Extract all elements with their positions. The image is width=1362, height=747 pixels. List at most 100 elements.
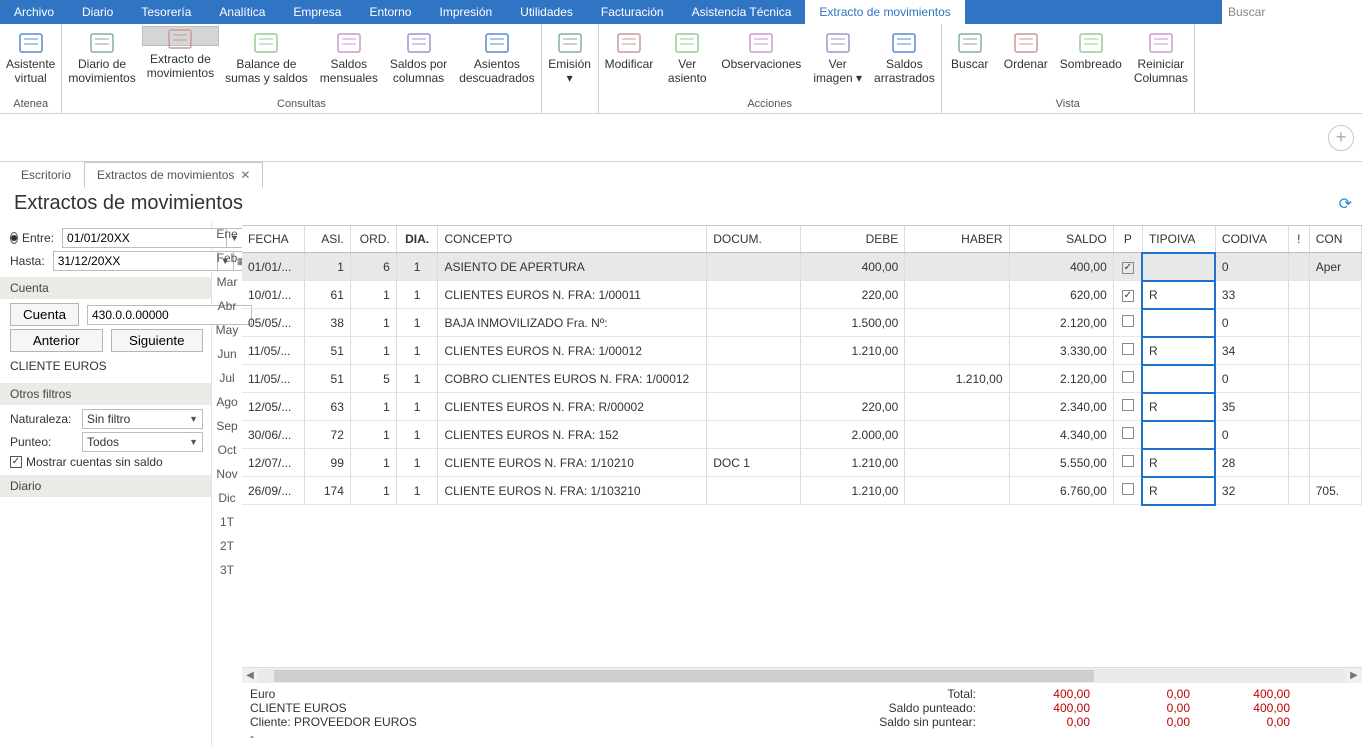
punteo-checkbox[interactable] xyxy=(1122,399,1134,411)
table-row[interactable]: 10/01/...6111CLIENTES EUROS N. FRA: 1/00… xyxy=(242,281,1362,309)
table-cell[interactable]: 1.500,00 xyxy=(801,309,905,337)
table-cell[interactable]: 1 xyxy=(350,309,396,337)
ribbon-button[interactable]: Buscar xyxy=(942,26,998,97)
table-cell[interactable]: 72 xyxy=(305,421,351,449)
table-cell[interactable]: 61 xyxy=(305,281,351,309)
menu-item[interactable]: Asistencia Técnica xyxy=(678,0,806,24)
table-cell[interactable]: R xyxy=(1142,281,1215,309)
table-cell[interactable]: 12/05/... xyxy=(242,393,305,421)
table-cell[interactable] xyxy=(1309,337,1361,365)
table-cell[interactable]: 1 xyxy=(305,253,351,281)
table-cell[interactable]: 4.340,00 xyxy=(1009,421,1113,449)
ribbon-button[interactable]: Emisión▾ xyxy=(542,26,598,109)
table-cell[interactable]: R xyxy=(1142,337,1215,365)
table-cell[interactable]: 38 xyxy=(305,309,351,337)
ribbon-button[interactable]: Observaciones xyxy=(715,26,807,97)
table-cell[interactable]: 1 xyxy=(396,281,438,309)
month-button[interactable]: Nov xyxy=(216,467,237,481)
siguiente-button[interactable]: Siguiente xyxy=(111,329,204,352)
table-cell[interactable] xyxy=(707,253,801,281)
ribbon-button[interactable]: Asistentevirtual xyxy=(0,26,61,97)
table-cell[interactable] xyxy=(1113,421,1142,449)
table-cell[interactable] xyxy=(1113,337,1142,365)
table-cell[interactable] xyxy=(1309,421,1361,449)
month-button[interactable]: Jul xyxy=(219,371,234,385)
table-cell[interactable]: 1 xyxy=(396,421,438,449)
column-header[interactable]: DIA. xyxy=(396,226,438,253)
month-button[interactable]: Sep xyxy=(216,419,237,433)
ribbon-button[interactable]: Verasiento xyxy=(659,26,715,97)
hasta-date-field[interactable] xyxy=(54,252,217,270)
close-icon[interactable]: ✕ xyxy=(240,168,250,182)
menu-item[interactable]: Analítica xyxy=(205,0,279,24)
scroll-right-icon[interactable]: ▶ xyxy=(1346,670,1362,681)
table-cell[interactable] xyxy=(905,337,1009,365)
ribbon-button[interactable]: Ordenar xyxy=(998,26,1054,97)
table-cell[interactable]: 51 xyxy=(305,365,351,393)
month-button[interactable]: 3T xyxy=(220,563,234,577)
table-cell[interactable] xyxy=(1113,281,1142,309)
menu-item[interactable]: Impresión xyxy=(425,0,506,24)
table-cell[interactable] xyxy=(1113,449,1142,477)
table-cell[interactable]: 01/01/... xyxy=(242,253,305,281)
search-input[interactable]: Buscar xyxy=(1222,0,1362,24)
table-cell[interactable] xyxy=(1309,281,1361,309)
punteo-checkbox[interactable] xyxy=(1122,290,1134,302)
table-cell[interactable] xyxy=(1309,449,1361,477)
table-cell[interactable] xyxy=(905,309,1009,337)
menu-item[interactable]: Extracto de movimientos xyxy=(805,0,964,24)
table-cell[interactable]: 63 xyxy=(305,393,351,421)
punteo-checkbox[interactable] xyxy=(1122,262,1134,274)
horizontal-scrollbar[interactable]: ◀ ▶ xyxy=(242,667,1362,683)
ribbon-button[interactable]: Asientosdescuadrados xyxy=(453,26,540,97)
table-cell[interactable]: R xyxy=(1142,393,1215,421)
table-cell[interactable]: 2.340,00 xyxy=(1009,393,1113,421)
refresh-icon[interactable]: ⟳ xyxy=(1339,194,1352,214)
table-cell[interactable]: CLIENTES EUROS N. FRA: 1/00012 xyxy=(438,337,707,365)
menu-item[interactable]: Diario xyxy=(68,0,127,24)
table-cell[interactable] xyxy=(1142,253,1215,281)
table-cell[interactable]: 1 xyxy=(396,365,438,393)
column-header[interactable]: P xyxy=(1113,226,1142,253)
table-cell[interactable]: DOC 1 xyxy=(707,449,801,477)
table-cell[interactable]: 1 xyxy=(396,337,438,365)
column-header[interactable]: DOCUM. xyxy=(707,226,801,253)
table-cell[interactable]: 1 xyxy=(396,253,438,281)
table-cell[interactable] xyxy=(1288,253,1309,281)
table-cell[interactable]: COBRO CLIENTES EUROS N. FRA: 1/00012 xyxy=(438,365,707,393)
table-cell[interactable] xyxy=(905,421,1009,449)
table-cell[interactable]: 11/05/... xyxy=(242,337,305,365)
month-button[interactable]: Oct xyxy=(218,443,237,457)
table-cell[interactable]: R xyxy=(1142,477,1215,505)
ribbon-button[interactable]: Saldosarrastrados xyxy=(868,26,941,97)
table-cell[interactable]: 2.000,00 xyxy=(801,421,905,449)
table-cell[interactable]: 1.210,00 xyxy=(905,365,1009,393)
table-cell[interactable] xyxy=(1142,309,1215,337)
table-row[interactable]: 05/05/...3811BAJA INMOVILIZADO Fra. Nº:1… xyxy=(242,309,1362,337)
table-cell[interactable] xyxy=(1288,281,1309,309)
table-cell[interactable]: 1 xyxy=(396,477,438,505)
month-button[interactable]: May xyxy=(216,323,239,337)
table-cell[interactable]: 12/07/... xyxy=(242,449,305,477)
table-cell[interactable]: 34 xyxy=(1215,337,1288,365)
punteo-checkbox[interactable] xyxy=(1122,371,1134,383)
table-cell[interactable]: 1.210,00 xyxy=(801,477,905,505)
table-cell[interactable] xyxy=(1113,477,1142,505)
punteo-select[interactable]: Todos▼ xyxy=(82,432,203,452)
punteo-checkbox[interactable] xyxy=(1122,427,1134,439)
table-cell[interactable]: 1 xyxy=(350,449,396,477)
table-cell[interactable]: 05/05/... xyxy=(242,309,305,337)
column-header[interactable]: CONCEPTO xyxy=(438,226,707,253)
punteo-checkbox[interactable] xyxy=(1122,483,1134,495)
month-button[interactable]: 1T xyxy=(220,515,234,529)
table-cell[interactable] xyxy=(1288,449,1309,477)
ribbon-button[interactable]: ReiniciarColumnas xyxy=(1128,26,1194,97)
table-row[interactable]: 30/06/...7211CLIENTES EUROS N. FRA: 1522… xyxy=(242,421,1362,449)
table-cell[interactable] xyxy=(707,337,801,365)
table-cell[interactable]: 174 xyxy=(305,477,351,505)
table-cell[interactable] xyxy=(1113,309,1142,337)
table-cell[interactable] xyxy=(801,365,905,393)
table-cell[interactable] xyxy=(1309,393,1361,421)
column-header[interactable]: ORD. xyxy=(350,226,396,253)
month-button[interactable]: Ene xyxy=(216,227,237,241)
